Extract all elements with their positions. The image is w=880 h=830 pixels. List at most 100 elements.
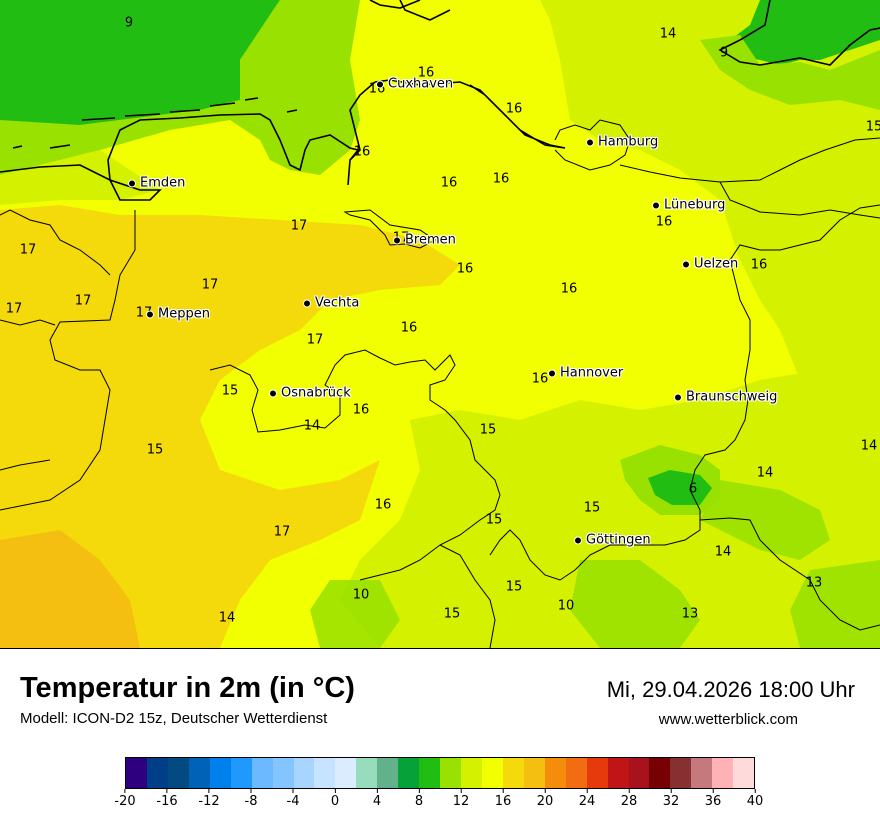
temperature-value: 15	[583, 500, 601, 516]
colorbar-tick: -16	[156, 789, 178, 809]
city-label: Braunschweig	[686, 389, 778, 405]
temperature-value: 16	[352, 402, 370, 418]
temperature-value: 14	[303, 418, 321, 434]
colorbar	[125, 757, 755, 789]
city-dot-icon	[574, 536, 582, 544]
city-dot-icon	[682, 260, 690, 268]
colorbar-tick: 16	[495, 789, 511, 809]
city-label: Meppen	[158, 306, 210, 322]
colorbar-segment	[126, 758, 147, 788]
city-label: Lüneburg	[664, 197, 726, 213]
colorbar-segment	[544, 758, 566, 788]
colorbar-segment	[272, 758, 294, 788]
city-label: Uelzen	[694, 256, 739, 272]
city-label: Bremen	[405, 232, 456, 248]
colorbar-tick: 0	[331, 789, 339, 809]
temperature-value: 15	[221, 383, 239, 399]
colorbar-segment	[314, 758, 336, 788]
city-marker: Göttingen	[574, 534, 651, 547]
city-dot-icon	[303, 299, 311, 307]
colorbar-tick: 20	[537, 789, 553, 809]
city-marker: Meppen	[146, 308, 210, 321]
website-link[interactable]: www.wetterblick.com	[658, 711, 798, 728]
temperature-value: 16	[560, 281, 578, 297]
temperature-value: 16	[531, 371, 549, 387]
colorbar-segment	[419, 758, 441, 788]
city-label: Cuxhaven	[388, 76, 454, 92]
colorbar-tick: 40	[747, 789, 763, 809]
colorbar-tick: -20	[114, 789, 136, 809]
city-marker: Braunschweig	[674, 391, 777, 404]
temperature-value: 13	[805, 575, 823, 591]
temperature-value: 15	[479, 422, 497, 438]
temperature-value: 17	[201, 277, 219, 293]
city-dot-icon	[674, 393, 682, 401]
temperature-value: 13	[681, 606, 699, 622]
temperature-value: 16	[417, 65, 435, 81]
colorbar-segment	[293, 758, 315, 788]
colorbar-segment	[377, 758, 399, 788]
temperature-value: 15	[443, 606, 461, 622]
temperature-value: 14	[714, 544, 732, 560]
temperature-value: 17	[290, 218, 308, 234]
city-dot-icon	[269, 389, 277, 397]
colorbar-segment	[356, 758, 378, 788]
colorbar-segment	[607, 758, 629, 788]
colorbar-segment	[586, 758, 608, 788]
colorbar-segment	[691, 758, 713, 788]
city-label: Osnabrück	[281, 385, 351, 401]
temperature-value: 15	[485, 512, 503, 528]
colorbar-segment	[335, 758, 357, 788]
city-dot-icon	[652, 201, 660, 209]
temperature-map: 9 14 9 16 16 16 15 16 16 16 17 16 17 17 16 16 17 16 17 17 17…	[0, 0, 880, 649]
city-marker: Lüneburg	[652, 199, 725, 212]
state-borders	[0, 119, 880, 648]
temperature-value: 9	[719, 45, 729, 61]
temperature-value: 16	[655, 214, 673, 230]
map-title: Temperatur in 2m (in °C)	[20, 672, 355, 704]
colorbar-segment	[188, 758, 210, 788]
temperature-value: 16	[353, 144, 371, 160]
colorbar-segment	[628, 758, 650, 788]
temperature-value: 16	[505, 101, 523, 117]
city-dot-icon	[548, 369, 556, 377]
temperature-value: 15	[146, 442, 164, 458]
city-marker: Hamburg	[586, 136, 658, 149]
city-marker: Hannover	[548, 367, 623, 380]
colorbar-tick: 12	[453, 789, 469, 809]
colorbar-segment	[670, 758, 692, 788]
city-dot-icon	[586, 138, 594, 146]
temperature-field	[0, 0, 880, 648]
city-marker: Cuxhaven	[376, 78, 453, 91]
temperature-value: 10	[352, 587, 370, 603]
colorbar-segment	[502, 758, 524, 788]
temperature-value: 17	[306, 332, 324, 348]
colorbar-segment	[230, 758, 252, 788]
city-marker: Bremen	[393, 234, 456, 247]
colorbar-tick: 28	[621, 789, 637, 809]
colorbar-segment	[461, 758, 482, 788]
city-label: Emden	[140, 175, 186, 191]
colorbar-tick: 8	[415, 789, 423, 809]
temperature-value: 10	[557, 598, 575, 614]
temperature-value: 14	[659, 26, 677, 42]
temperature-value: 17	[273, 524, 291, 540]
footer-panel	[0, 649, 880, 830]
colorbar-segment	[167, 758, 189, 788]
colorbar-ticks: -20 -16 -12 -8 -4 0 4 8 12 16 20 24 28 32 36 40	[114, 789, 763, 819]
colorbar-segment	[209, 758, 231, 788]
colorbar-segment	[146, 758, 168, 788]
city-marker: Emden	[128, 177, 185, 190]
temperature-value: 15	[865, 119, 880, 135]
colorbar-tick: 24	[579, 789, 595, 809]
colorbar-segment	[733, 758, 755, 788]
coastline	[0, 0, 880, 201]
temperature-value: 9	[124, 15, 134, 31]
colorbar-segment	[712, 758, 734, 788]
temperature-value: 16	[440, 175, 458, 191]
temperature-value: 14	[218, 610, 236, 626]
colorbar-segment	[440, 758, 461, 788]
temperature-value: 14	[860, 438, 878, 454]
model-subtitle: Modell: ICON-D2 15z, Deutscher Wetterdie…	[20, 710, 328, 727]
city-marker: Vechta	[303, 297, 359, 310]
